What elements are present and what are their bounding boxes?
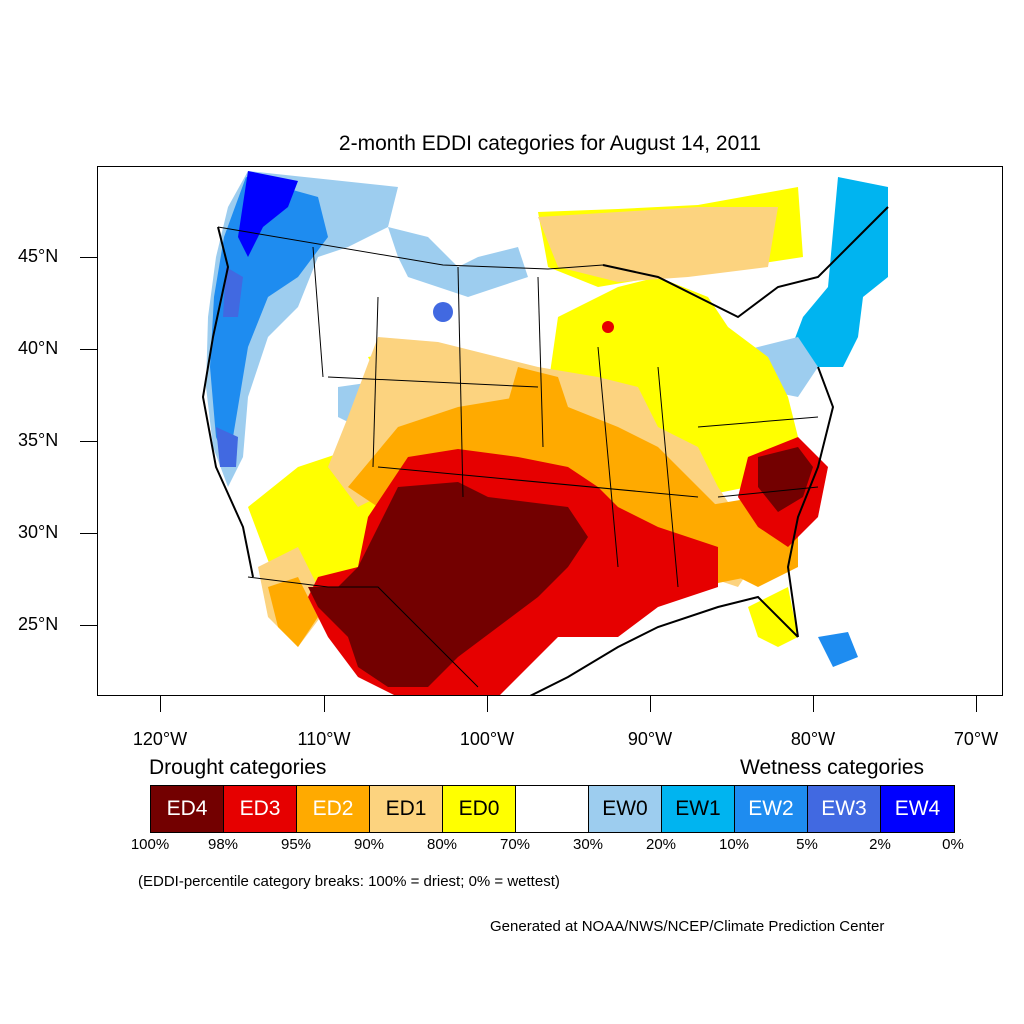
lon-tick — [813, 696, 814, 712]
wet-region-northwest-ew2 — [210, 177, 328, 467]
drought-categories-heading: Drought categories — [149, 756, 327, 779]
drought-ed2-mexico — [268, 577, 318, 647]
lat-label-40: 40°N — [18, 338, 59, 358]
legend-cell-ew1: EW1 — [662, 786, 735, 832]
lon-tick — [160, 696, 161, 712]
legend-cell-ew2: EW2 — [735, 786, 808, 832]
boundaries — [217, 226, 819, 688]
lon-tick — [976, 696, 977, 712]
wet-region-northwest-ew4 — [238, 171, 298, 257]
lat-label-45: 45°N — [18, 246, 59, 266]
wet-region-california-ew3 — [216, 427, 238, 467]
state-line — [457, 266, 464, 498]
drought-ed1-north — [538, 207, 778, 282]
credit-line: Generated at NOAA/NWS/NCEP/Climate Predi… — [490, 918, 885, 935]
legend-cell-ed3: ED3 — [224, 786, 297, 832]
legend-cell-ew3: EW3 — [808, 786, 881, 832]
wetness-categories-heading: Wetness categories — [740, 756, 925, 779]
lon-label-90: 90°W — [627, 729, 673, 749]
legend-cell-ed4: ED4 — [151, 786, 224, 832]
coastline — [201, 206, 889, 695]
state-line — [657, 366, 679, 588]
legend-break-label: 80% — [426, 836, 458, 853]
legend-break-label: 90% — [353, 836, 385, 853]
category-legend: ED4 ED3 ED2 ED1 ED0 EW0 EW1 EW2 EW3 EW4 — [150, 785, 955, 833]
category-breaks-note: (EDDI-percentile category breaks: 100% =… — [138, 873, 560, 890]
legend-break-label: 98% — [207, 836, 239, 853]
state-line — [537, 276, 544, 448]
wet-region-florida-keys — [818, 632, 858, 667]
wet-region-northeast — [788, 177, 888, 367]
lon-label-120: 120°W — [132, 729, 188, 749]
us-mexico-border — [247, 576, 479, 688]
wet-spot-montana — [433, 302, 453, 322]
lon-label-100: 100°W — [459, 729, 515, 749]
lon-tick — [487, 696, 488, 712]
legend-cell-normal — [516, 786, 589, 832]
state-line — [372, 296, 379, 468]
eddi-map — [201, 171, 889, 695]
legend-cell-ew4: EW4 — [881, 786, 954, 832]
wet-region-northern-plains — [388, 227, 528, 297]
lat-label-35: 35°N — [18, 430, 59, 450]
legend-break-label: 0% — [942, 836, 964, 853]
map-frame — [97, 166, 1003, 696]
legend-cell-ed1: ED1 — [370, 786, 443, 832]
state-line — [697, 416, 819, 428]
drought-ed0-florida — [748, 587, 798, 647]
drought-ed2-nebraska — [508, 367, 568, 417]
legend-break-label: 95% — [280, 836, 312, 853]
lat-label-30: 30°N — [18, 522, 59, 542]
legend-break-label: 10% — [718, 836, 750, 853]
legend-break-label: 5% — [796, 836, 818, 853]
state-line — [377, 466, 699, 498]
legend-break-label: 30% — [572, 836, 604, 853]
drought-ed4-carolinas — [758, 447, 813, 512]
legend-break-label: 70% — [499, 836, 531, 853]
legend-break-label: 100% — [130, 836, 170, 853]
legend-break-label: 2% — [869, 836, 891, 853]
state-line — [717, 486, 819, 498]
state-line — [327, 376, 539, 388]
legend-cell-ed0: ED0 — [443, 786, 516, 832]
drought-ed4-texas-oklahoma — [308, 482, 588, 687]
lat-label-25: 25°N — [18, 614, 59, 634]
lat-tick — [80, 625, 97, 626]
lat-tick — [80, 349, 97, 350]
legend-break-label: 20% — [645, 836, 677, 853]
lat-tick — [80, 533, 97, 534]
us-canada-border — [217, 226, 604, 270]
lon-tick — [324, 696, 325, 712]
lat-tick — [80, 257, 97, 258]
wet-region-coast-ew3 — [223, 267, 243, 317]
state-line — [312, 246, 324, 378]
lat-tick — [80, 441, 97, 442]
lon-label-70: 70°W — [953, 729, 999, 749]
state-line — [597, 346, 619, 568]
drought-ed3-michigan — [602, 321, 614, 333]
legend-cell-ed2: ED2 — [297, 786, 370, 832]
lon-tick — [650, 696, 651, 712]
lon-label-80: 80°W — [790, 729, 836, 749]
map-title: 2-month EDDI categories for August 14, 2… — [338, 132, 762, 155]
lon-label-110: 110°W — [297, 729, 351, 749]
legend-cell-ew0: EW0 — [589, 786, 662, 832]
